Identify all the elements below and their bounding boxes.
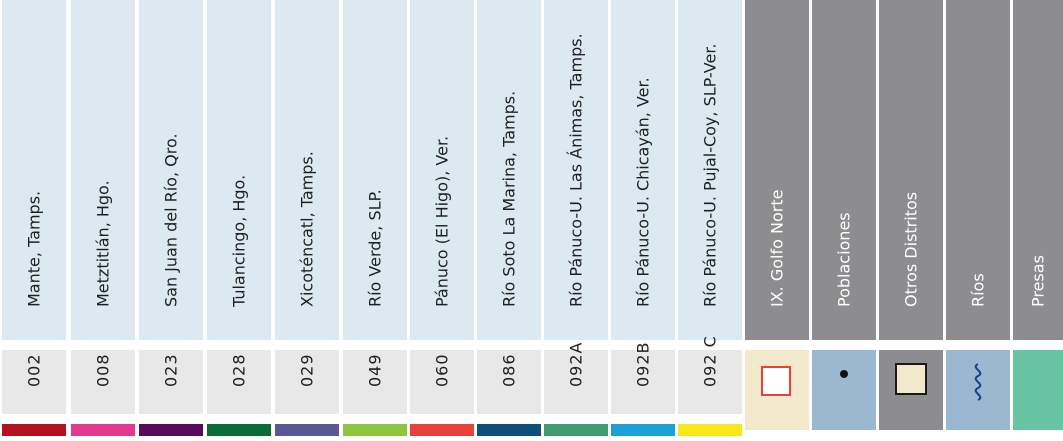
district-code-cell: 023: [139, 350, 203, 414]
district-name: Río Verde, SLP.: [365, 189, 385, 307]
district-code-cell: 086: [477, 350, 541, 414]
district-code-cell: 008: [71, 350, 135, 414]
district-color-swatch: [678, 424, 742, 436]
district-name-cell: Río Verde, SLP.: [343, 0, 407, 340]
legend-label: Otros Distritos: [901, 191, 921, 307]
district-color-swatch: [410, 424, 474, 436]
district-color-swatch: [139, 424, 203, 436]
district-name-cell: Río Pánuco-U. Pujal-Coy, SLP-Ver.: [678, 0, 742, 340]
legend-symbol-cell: [946, 350, 1010, 430]
legend-label-cell: IX. Golfo Norte: [745, 0, 809, 340]
district-code: 023: [161, 353, 181, 387]
district-name: Tulancingo, Hgo.: [229, 174, 249, 307]
district-code: 092A: [566, 341, 586, 387]
district-color-swatch: [207, 424, 271, 436]
district-name: Pánuco (El Higo), Ver.: [432, 135, 452, 307]
district-code-cell: 060: [410, 350, 474, 414]
district-name: Xicoténcatl, Tamps.: [297, 151, 317, 307]
district-name-cell: Río Soto La Marina, Tamps.: [477, 0, 541, 340]
district-code: 029: [297, 353, 317, 387]
district-name: Río Soto La Marina, Tamps.: [499, 90, 519, 307]
district-code-cell: 092 C: [678, 335, 742, 414]
legend-label-cell: Ríos: [946, 0, 1010, 340]
district-name-cell: Río Pánuco-U. Las Ánimas, Tamps.: [544, 0, 608, 340]
district-code: 092 C: [700, 335, 720, 387]
district-code-cell: 092A: [544, 342, 608, 414]
district-code-cell: 092B: [611, 341, 675, 414]
river-wave-icon: [974, 363, 982, 401]
district-name: Río Pánuco-U. Las Ánimas, Tamps.: [566, 33, 586, 307]
district-code-cell: 028: [207, 350, 271, 414]
legend-label-cell: Poblaciones: [812, 0, 876, 340]
district-code: 008: [93, 353, 113, 387]
district-color-swatch: [611, 424, 675, 436]
legend-symbol-cell: [745, 350, 809, 430]
district-color-swatch: [343, 424, 407, 436]
dam-swatch-icon: [1013, 350, 1063, 430]
district-color-swatch: [477, 424, 541, 436]
district-color-swatch: [71, 424, 135, 436]
district-code: 086: [499, 353, 519, 387]
legend-label: Ríos: [968, 273, 988, 307]
district-name: San Juan del Río, Qro.: [161, 133, 181, 307]
district-code: 002: [24, 353, 44, 387]
district-code-cell: 049: [343, 350, 407, 414]
district-name-cell: Tulancingo, Hgo.: [207, 0, 271, 340]
district-code: 060: [432, 353, 452, 387]
district-name-cell: Mante, Tamps.: [2, 0, 66, 340]
district-code: 028: [229, 353, 249, 387]
district-name-cell: Metztitlán, Hgo.: [71, 0, 135, 340]
district-code-cell: 002: [2, 350, 66, 414]
legend-label: Poblaciones: [834, 212, 854, 307]
district-name-cell: Río Pánuco-U. Chicayán, Ver.: [611, 0, 675, 340]
district-color-swatch: [275, 424, 339, 436]
district-color-swatch: [544, 424, 608, 436]
district-name-cell: Pánuco (El Higo), Ver.: [410, 0, 474, 340]
legend-label-cell: Presas: [1013, 0, 1063, 340]
legend-symbol-cell: [812, 350, 876, 430]
legend-label: Presas: [1028, 255, 1048, 307]
district-name-cell: Xicoténcatl, Tamps.: [275, 0, 339, 340]
district-code: 049: [365, 353, 385, 387]
district-name: Mante, Tamps.: [24, 190, 44, 307]
district-code: 092B: [633, 341, 653, 387]
legend-label: IX. Golfo Norte: [767, 189, 787, 307]
dot-icon: [840, 370, 848, 378]
cream-square-icon: [895, 363, 927, 395]
legend-symbol-cell: [879, 350, 943, 430]
district-name-cell: San Juan del Río, Qro.: [139, 0, 203, 340]
district-code-cell: 029: [275, 350, 339, 414]
district-name: Río Pánuco-U. Pujal-Coy, SLP-Ver.: [700, 43, 720, 307]
district-color-swatch: [2, 424, 66, 436]
red-outline-square-icon: [761, 366, 791, 396]
legend-label-cell: Otros Distritos: [879, 0, 943, 340]
district-name: Metztitlán, Hgo.: [93, 180, 113, 307]
district-name: Río Pánuco-U. Chicayán, Ver.: [633, 77, 653, 307]
